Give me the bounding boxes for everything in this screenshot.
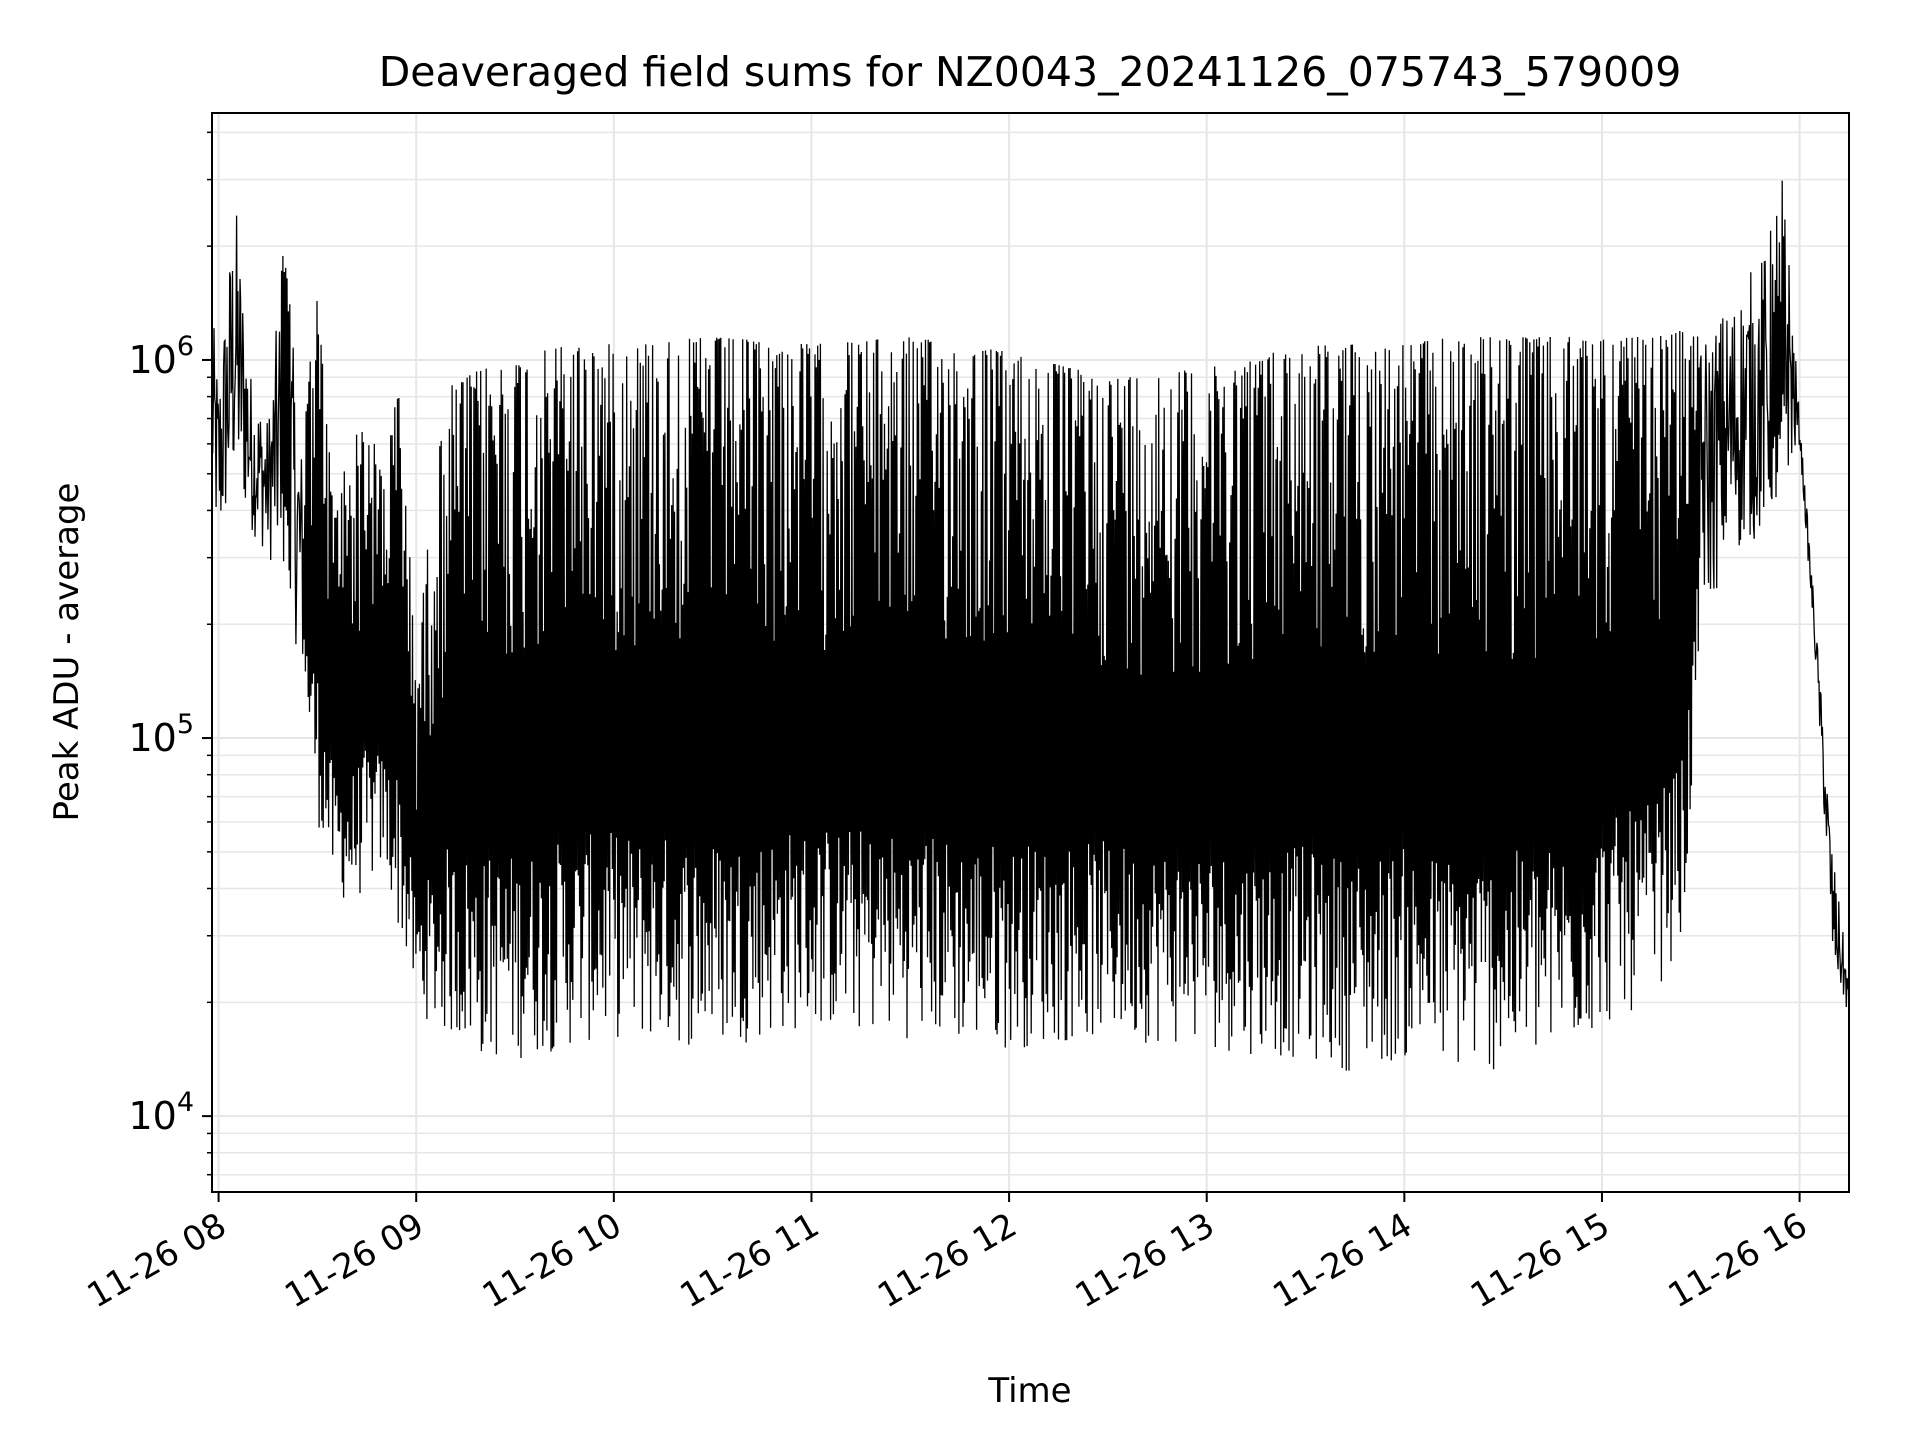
y-tick-label: 106 (128, 331, 194, 382)
y-tick-label: 104 (128, 1087, 194, 1138)
y-tick-label: 105 (128, 709, 194, 760)
series-line (211, 180, 1850, 1071)
plot-frame (211, 112, 1850, 1193)
chart-title: Deaveraged field sums for NZ0043_2024112… (379, 48, 1682, 96)
data-series (211, 180, 1850, 1071)
x-axis-label: Time (987, 1371, 1071, 1411)
y-axis-label: Peak ADU - average (47, 483, 87, 822)
